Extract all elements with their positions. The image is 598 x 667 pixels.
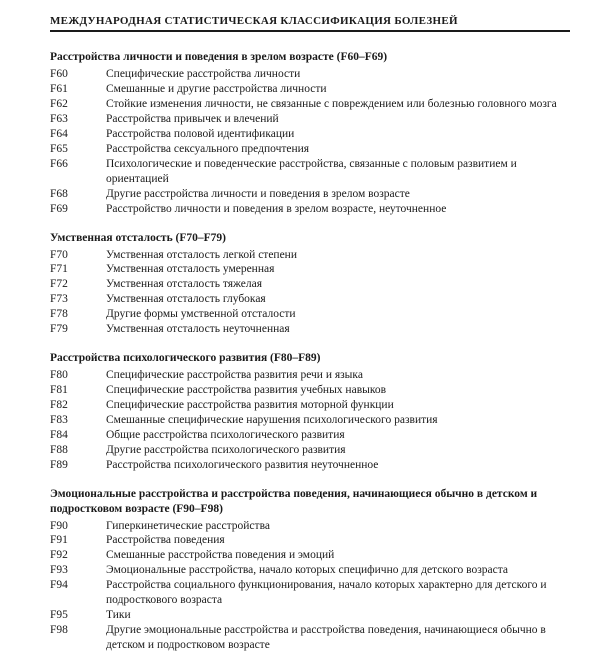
classification-entry: F72Умственная отсталость тяжелая	[50, 277, 570, 292]
classification-entry: F83Смешанные специфические нарушения пси…	[50, 413, 570, 428]
section-title: Расстройства психологического развития (…	[50, 351, 570, 366]
entry-code: F78	[50, 307, 106, 322]
entry-description: Расстройства социального функционировани…	[106, 578, 570, 608]
classification-entry: F95Тики	[50, 608, 570, 623]
entry-code: F84	[50, 428, 106, 443]
entry-code: F83	[50, 413, 106, 428]
classification-entry: F84Общие расстройства психологического р…	[50, 428, 570, 443]
page-header: МЕЖДУНАРОДНАЯ СТАТИСТИЧЕСКАЯ КЛАССИФИКАЦ…	[50, 14, 570, 32]
entry-description: Специфические расстройства развития речи…	[106, 368, 570, 383]
entry-description: Умственная отсталость умеренная	[106, 262, 570, 277]
entry-description: Эмоциональные расстройства, начало котор…	[106, 563, 570, 578]
entry-description: Другие эмоциональные расстройства и расс…	[106, 623, 570, 653]
entry-code: F90	[50, 519, 106, 534]
entry-code: F63	[50, 112, 106, 127]
classification-entry: F90Гиперкинетические расстройства	[50, 519, 570, 534]
section-title: Эмоциональные расстройства и расстройств…	[50, 487, 570, 517]
classification-entry: F94Расстройства социального функциониров…	[50, 578, 570, 608]
entry-code: F89	[50, 458, 106, 473]
entry-description: Расстройства половой идентификации	[106, 127, 570, 142]
sections-container: Расстройства личности и поведения в зрел…	[50, 50, 570, 653]
entry-description: Другие расстройства психологического раз…	[106, 443, 570, 458]
entry-code: F82	[50, 398, 106, 413]
classification-entry: F63Расстройства привычек и влечений	[50, 112, 570, 127]
classification-entry: F66Психологические и поведенческие расст…	[50, 157, 570, 187]
entry-code: F94	[50, 578, 106, 593]
classification-entry: F79Умственная отсталость неуточненная	[50, 322, 570, 337]
classification-entry: F68Другие расстройства личности и поведе…	[50, 187, 570, 202]
classification-entry: F80Специфические расстройства развития р…	[50, 368, 570, 383]
classification-entry: F62Стойкие изменения личности, не связан…	[50, 97, 570, 112]
entry-code: F81	[50, 383, 106, 398]
entry-code: F88	[50, 443, 106, 458]
entry-description: Специфические расстройства личности	[106, 67, 570, 82]
entry-code: F91	[50, 533, 106, 548]
entry-description: Тики	[106, 608, 570, 623]
entry-code: F70	[50, 248, 106, 263]
entry-description: Расстройства сексуального предпочтения	[106, 142, 570, 157]
classification-entry: F93Эмоциональные расстройства, начало ко…	[50, 563, 570, 578]
section: Эмоциональные расстройства и расстройств…	[50, 487, 570, 653]
entry-code: F98	[50, 623, 106, 638]
classification-entry: F82Специфические расстройства развития м…	[50, 398, 570, 413]
classification-entry: F91Расстройства поведения	[50, 533, 570, 548]
entry-description: Умственная отсталость тяжелая	[106, 277, 570, 292]
entry-description: Другие расстройства личности и поведения…	[106, 187, 570, 202]
section: Умственная отсталость (F70–F79)F70Умстве…	[50, 231, 570, 338]
entry-description: Расстройства привычек и влечений	[106, 112, 570, 127]
entry-description: Расстройство личности и поведения в зрел…	[106, 202, 570, 217]
entry-code: F80	[50, 368, 106, 383]
classification-entry: F60Специфические расстройства личности	[50, 67, 570, 82]
classification-entry: F65Расстройства сексуального предпочтени…	[50, 142, 570, 157]
entry-code: F62	[50, 97, 106, 112]
classification-entry: F78Другие формы умственной отсталости	[50, 307, 570, 322]
entry-code: F73	[50, 292, 106, 307]
entry-description: Умственная отсталость неуточненная	[106, 322, 570, 337]
classification-entry: F88Другие расстройства психологического …	[50, 443, 570, 458]
section-title: Умственная отсталость (F70–F79)	[50, 231, 570, 246]
classification-entry: F71Умственная отсталость умеренная	[50, 262, 570, 277]
classification-entry: F64Расстройства половой идентификации	[50, 127, 570, 142]
classification-entry: F81Специфические расстройства развития у…	[50, 383, 570, 398]
section: Расстройства психологического развития (…	[50, 351, 570, 473]
entry-description: Общие расстройства психологического разв…	[106, 428, 570, 443]
entry-code: F65	[50, 142, 106, 157]
entry-description: Гиперкинетические расстройства	[106, 519, 570, 534]
entry-code: F79	[50, 322, 106, 337]
classification-entry: F69Расстройство личности и поведения в з…	[50, 202, 570, 217]
entry-description: Умственная отсталость легкой степени	[106, 248, 570, 263]
classification-entry: F61Смешанные и другие расстройства лично…	[50, 82, 570, 97]
entry-description: Специфические расстройства развития учеб…	[106, 383, 570, 398]
entry-code: F92	[50, 548, 106, 563]
entry-description: Другие формы умственной отсталости	[106, 307, 570, 322]
classification-entry: F98Другие эмоциональные расстройства и р…	[50, 623, 570, 653]
entry-description: Расстройства поведения	[106, 533, 570, 548]
entry-code: F72	[50, 277, 106, 292]
section: Расстройства личности и поведения в зрел…	[50, 50, 570, 216]
entry-description: Смешанные расстройства поведения и эмоци…	[106, 548, 570, 563]
entry-description: Смешанные и другие расстройства личности	[106, 82, 570, 97]
entry-code: F95	[50, 608, 106, 623]
entry-code: F66	[50, 157, 106, 172]
entry-code: F64	[50, 127, 106, 142]
entry-code: F60	[50, 67, 106, 82]
entry-code: F61	[50, 82, 106, 97]
entry-description: Расстройства психологического развития н…	[106, 458, 570, 473]
entry-description: Стойкие изменения личности, не связанные…	[106, 97, 570, 112]
entry-code: F71	[50, 262, 106, 277]
section-title: Расстройства личности и поведения в зрел…	[50, 50, 570, 65]
entry-description: Специфические расстройства развития мото…	[106, 398, 570, 413]
classification-entry: F70Умственная отсталость легкой степени	[50, 248, 570, 263]
entry-code: F69	[50, 202, 106, 217]
classification-entry: F92Смешанные расстройства поведения и эм…	[50, 548, 570, 563]
classification-entry: F73Умственная отсталость глубокая	[50, 292, 570, 307]
classification-entry: F89Расстройства психологического развити…	[50, 458, 570, 473]
entry-description: Психологические и поведенческие расстрой…	[106, 157, 570, 187]
entry-code: F68	[50, 187, 106, 202]
entry-description: Смешанные специфические нарушения психол…	[106, 413, 570, 428]
entry-description: Умственная отсталость глубокая	[106, 292, 570, 307]
entry-code: F93	[50, 563, 106, 578]
